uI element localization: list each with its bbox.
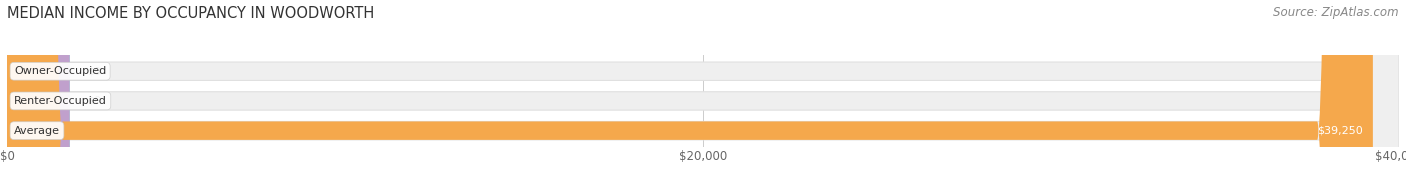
FancyBboxPatch shape <box>7 0 1372 196</box>
Text: Renter-Occupied: Renter-Occupied <box>14 96 107 106</box>
Text: $39,250: $39,250 <box>1316 126 1362 136</box>
Text: MEDIAN INCOME BY OCCUPANCY IN WOODWORTH: MEDIAN INCOME BY OCCUPANCY IN WOODWORTH <box>7 6 374 21</box>
FancyBboxPatch shape <box>7 0 70 196</box>
FancyBboxPatch shape <box>7 0 1399 196</box>
Text: $0: $0 <box>87 66 101 76</box>
Text: Source: ZipAtlas.com: Source: ZipAtlas.com <box>1274 6 1399 19</box>
FancyBboxPatch shape <box>7 0 1399 196</box>
Text: Owner-Occupied: Owner-Occupied <box>14 66 107 76</box>
FancyBboxPatch shape <box>7 0 1399 196</box>
Text: Average: Average <box>14 126 60 136</box>
FancyBboxPatch shape <box>7 0 70 196</box>
Text: $0: $0 <box>87 96 101 106</box>
